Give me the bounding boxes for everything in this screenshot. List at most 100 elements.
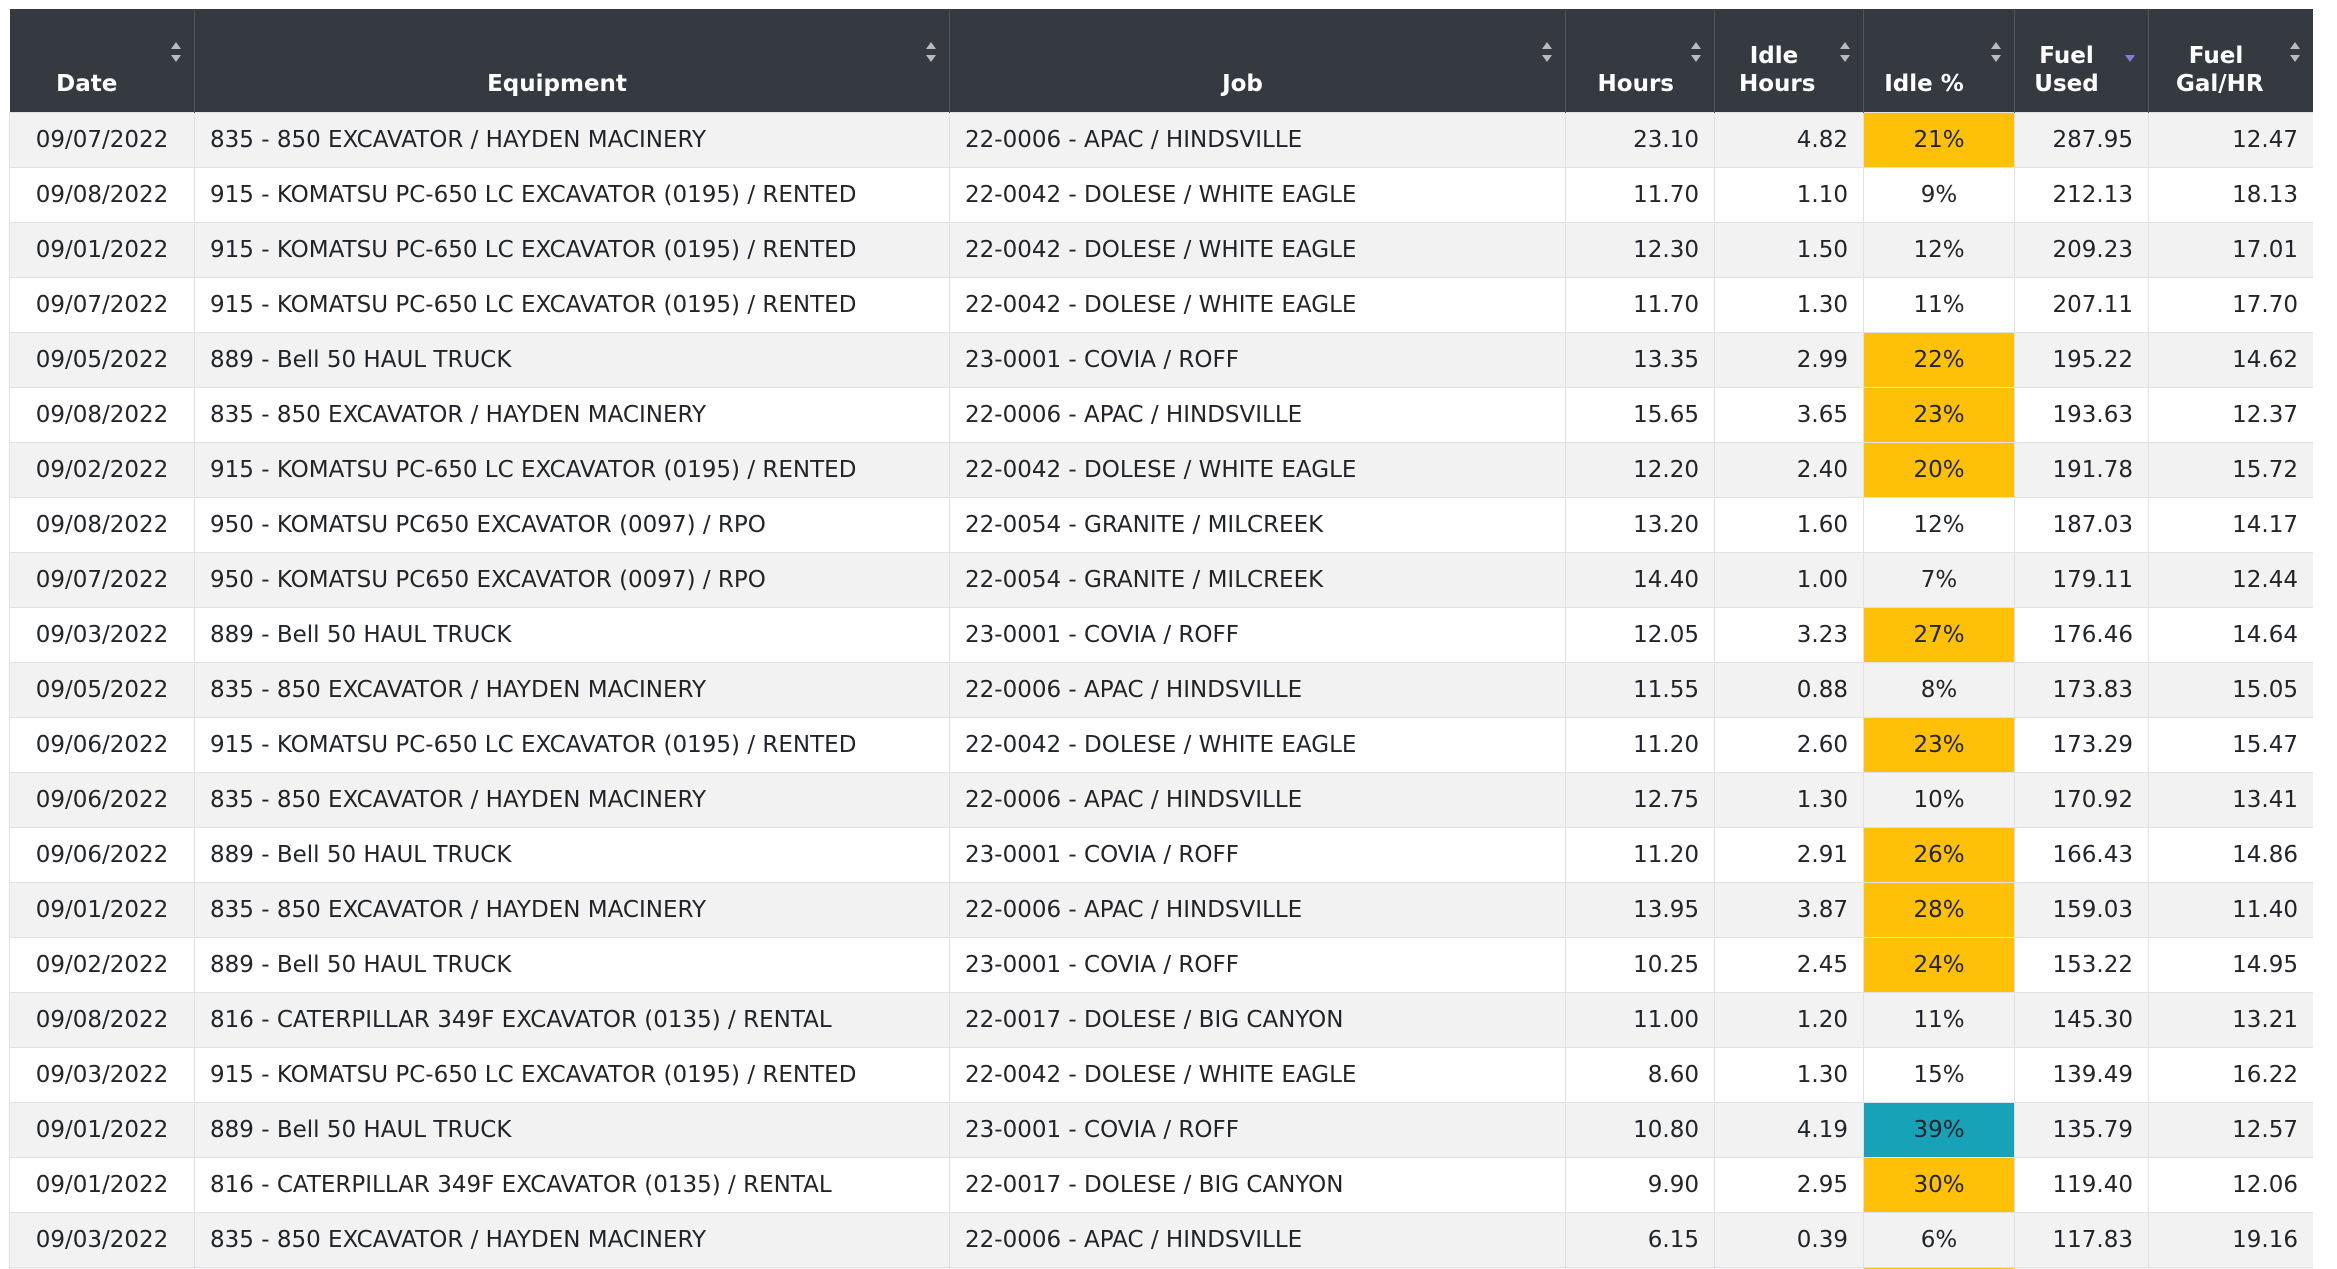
table-cell: 23% [1863, 387, 2015, 443]
table-row[interactable]: 09/03/2022 915 - KOMATSU PC-650 LC EXCAVA… [9, 1047, 2313, 1103]
header-label: Equipment [487, 71, 627, 97]
table-cell: 139.49 [2014, 1047, 2149, 1103]
data-table: Date Equipment Job Hours Idle Hours Idle % Fue… [9, 9, 2313, 1269]
table-row[interactable]: 09/08/2022 835 - 850 EXCAVATOR / HAYDEN M… [9, 387, 2313, 443]
table-cell: 191.78 [2014, 442, 2149, 498]
table-row[interactable]: 09/06/2022 889 - Bell 50 HAUL TRUCK 23-000… [9, 827, 2313, 883]
sort-icon[interactable] [1541, 39, 1553, 65]
header-label: Idle Hours [1739, 43, 1816, 97]
sort-icon[interactable] [1990, 39, 2002, 65]
table-cell: 22-0042 - DOLESE / WHITE EAGLE [949, 1047, 1566, 1103]
table-cell: 15% [1863, 1047, 2015, 1103]
table-cell: 22-0006 - APAC / HINDSVILLE [949, 662, 1566, 718]
table-row[interactable]: 09/01/2022 889 - Bell 50 HAUL TRUCK 23-000… [9, 1102, 2313, 1158]
table-cell: 22-0042 - DOLESE / WHITE EAGLE [949, 277, 1566, 333]
table-cell: 24% [1863, 937, 2015, 993]
table-cell: 09/07/2022 [9, 277, 195, 333]
table-row[interactable]: 09/06/2022 835 - 850 EXCAVATOR / HAYDEN M… [9, 772, 2313, 828]
table-row[interactable]: 09/05/2022 889 - Bell 50 HAUL TRUCK 23-000… [9, 332, 2313, 388]
sort-icon[interactable] [1690, 39, 1702, 65]
table-cell: 915 - KOMATSU PC-650 LC EXCAVATOR (0195)… [194, 1047, 950, 1103]
table-row[interactable]: 09/01/2022 835 - 850 EXCAVATOR / HAYDEN M… [9, 882, 2313, 938]
table-cell: 15.47 [2148, 717, 2313, 773]
table-cell: 173.29 [2014, 717, 2149, 773]
table-row[interactable]: 09/08/2022 950 - KOMATSU PC650 EXCAVATOR … [9, 497, 2313, 553]
table-cell: 176.46 [2014, 607, 2149, 663]
table-cell: 0.88 [1714, 662, 1864, 718]
table-cell: 23% [1863, 717, 2015, 773]
sort-icon[interactable] [1839, 39, 1851, 65]
table-cell: 15.65 [1565, 387, 1715, 443]
column-header[interactable]: Idle % [1863, 9, 2015, 113]
table-cell: 14.62 [2148, 332, 2313, 388]
table-cell: 11.20 [1565, 717, 1715, 773]
table-cell: 179.11 [2014, 552, 2149, 608]
sort-icon[interactable] [2289, 39, 2301, 65]
table-cell: 09/02/2022 [9, 937, 195, 993]
table-cell: 2.45 [1714, 937, 1864, 993]
table-container: Date Equipment Job Hours Idle Hours Idle % Fue… [9, 9, 2313, 1269]
column-header[interactable]: Equipment [194, 9, 950, 113]
table-row[interactable]: 09/07/2022 835 - 850 EXCAVATOR / HAYDEN M… [9, 112, 2313, 168]
column-header[interactable]: Job [949, 9, 1566, 113]
table-cell: 1.00 [1714, 552, 1864, 608]
table-cell: 3.23 [1714, 607, 1864, 663]
table-cell: 1.30 [1714, 1047, 1864, 1103]
table-row[interactable]: 09/02/2022 889 - Bell 50 HAUL TRUCK 23-000… [9, 937, 2313, 993]
table-row[interactable]: 09/03/2022 835 - 850 EXCAVATOR / HAYDEN M… [9, 1212, 2313, 1268]
table-cell: 10.80 [1565, 1102, 1715, 1158]
sort-icon[interactable] [925, 39, 937, 65]
table-cell: 12% [1863, 222, 2015, 278]
table-cell: 14.64 [2148, 607, 2313, 663]
table-cell: 22-0042 - DOLESE / WHITE EAGLE [949, 442, 1566, 498]
table-row[interactable]: 09/01/2022 816 - CATERPILLAR 349F EXCAVAT… [9, 1157, 2313, 1213]
table-row[interactable]: 09/01/2022 915 - KOMATSU PC-650 LC EXCAVA… [9, 222, 2313, 278]
header-label: Date [56, 71, 118, 97]
column-header[interactable]: Date [9, 9, 195, 113]
table-row[interactable]: 09/08/2022 816 - CATERPILLAR 349F EXCAVAT… [9, 992, 2313, 1048]
table-cell: 2.91 [1714, 827, 1864, 883]
table-cell: 915 - KOMATSU PC-650 LC EXCAVATOR (0195)… [194, 442, 950, 498]
table-cell: 14.86 [2148, 827, 2313, 883]
table-cell: 187.03 [2014, 497, 2149, 553]
table-row[interactable]: 09/08/2022 915 - KOMATSU PC-650 LC EXCAVA… [9, 167, 2313, 223]
sort-icon[interactable] [170, 39, 182, 65]
column-header[interactable]: Fuel Gal/HR [2148, 9, 2313, 113]
table-row[interactable]: 09/07/2022 950 - KOMATSU PC650 EXCAVATOR … [9, 552, 2313, 608]
table-cell: 12.47 [2148, 112, 2313, 168]
table-row[interactable]: 09/06/2022 915 - KOMATSU PC-650 LC EXCAVA… [9, 717, 2313, 773]
table-cell: 30% [1863, 1157, 2015, 1213]
table-cell: 39% [1863, 1102, 2015, 1158]
column-header[interactable]: Fuel Used [2014, 9, 2149, 113]
table-cell: 12.37 [2148, 387, 2313, 443]
table-cell: 23-0001 - COVIA / ROFF [949, 827, 1566, 883]
table-cell: 21% [1863, 112, 2015, 168]
column-header[interactable]: Idle Hours [1714, 9, 1864, 113]
column-header[interactable]: Hours [1565, 9, 1715, 113]
table-cell: 10.25 [1565, 937, 1715, 993]
table-cell: 816 - CATERPILLAR 349F EXCAVATOR (0135) … [194, 992, 950, 1048]
table-cell: 11% [1863, 277, 2015, 333]
table-cell: 12.57 [2148, 1102, 2313, 1158]
table-cell: 22-0006 - APAC / HINDSVILLE [949, 882, 1566, 938]
table-row[interactable]: 09/02/2022 915 - KOMATSU PC-650 LC EXCAVA… [9, 442, 2313, 498]
table-cell: 11% [1863, 992, 2015, 1048]
table-row[interactable]: 09/07/2022 915 - KOMATSU PC-650 LC EXCAVA… [9, 277, 2313, 333]
table-cell: 09/08/2022 [9, 167, 195, 223]
table-cell: 13.95 [1565, 882, 1715, 938]
table-cell: 119.40 [2014, 1157, 2149, 1213]
table-cell: 889 - Bell 50 HAUL TRUCK [194, 332, 950, 388]
table-cell: 11.20 [1565, 827, 1715, 883]
table-cell: 173.83 [2014, 662, 2149, 718]
table-cell: 835 - 850 EXCAVATOR / HAYDEN MACINERY [194, 662, 950, 718]
table-cell: 12.05 [1565, 607, 1715, 663]
table-row[interactable]: 09/05/2022 835 - 850 EXCAVATOR / HAYDEN M… [9, 662, 2313, 718]
sort-icon[interactable] [2124, 39, 2136, 65]
table-cell: 22-0006 - APAC / HINDSVILLE [949, 772, 1566, 828]
table-cell [2148, 1267, 2313, 1269]
table-cell: 22-0006 - APAC / HINDSVILLE [949, 387, 1566, 443]
table-row[interactable]: 09/03/2022 889 - Bell 50 HAUL TRUCK 23-000… [9, 607, 2313, 663]
table-cell: 27% [1863, 607, 2015, 663]
table-cell: 1.30 [1714, 277, 1864, 333]
table-cell: 09/05/2022 [9, 332, 195, 388]
